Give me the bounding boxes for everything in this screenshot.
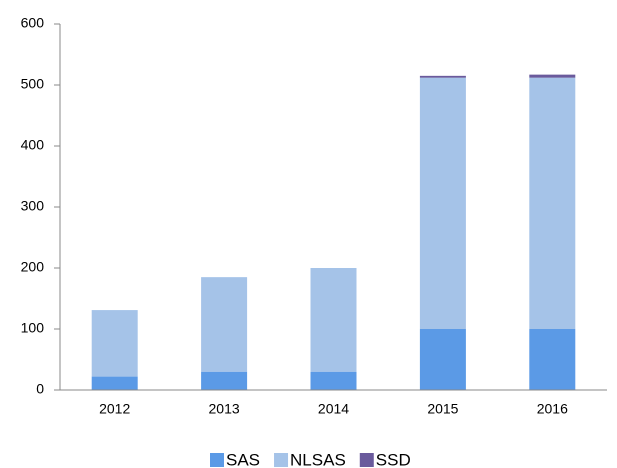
y-tick-label: 0 (36, 381, 44, 397)
legend-label: SAS (226, 450, 260, 468)
bar-segment (310, 268, 357, 372)
bar-segment (419, 77, 466, 330)
x-tick-label: 2014 (318, 401, 349, 417)
bar-segment (529, 77, 576, 330)
bar-segment (91, 376, 138, 390)
bar-segment (419, 329, 466, 390)
x-tick-label: 2015 (427, 401, 458, 417)
legend-label: SSD (376, 450, 411, 468)
y-tick-label: 400 (21, 137, 45, 153)
y-tick-label: 500 (21, 76, 45, 92)
legend-label: NLSAS (290, 450, 346, 468)
y-tick-label: 600 (21, 15, 45, 31)
x-tick-label: 2013 (209, 401, 240, 417)
y-tick-label: 200 (21, 259, 45, 275)
bar-segment (310, 371, 357, 390)
bar-segment (419, 75, 466, 78)
legend-swatch (359, 453, 374, 467)
x-tick-label: 2012 (99, 401, 130, 417)
legend-swatch (274, 453, 289, 467)
x-tick-label: 2016 (537, 401, 568, 417)
bar-segment (201, 371, 248, 390)
y-tick-label: 100 (21, 320, 45, 336)
bar-segment (529, 329, 576, 390)
bar-segment (529, 74, 576, 78)
bar-segment (201, 277, 248, 372)
y-tick-label: 300 (21, 198, 45, 214)
legend-swatch (210, 453, 224, 467)
bar-segment (91, 310, 138, 377)
